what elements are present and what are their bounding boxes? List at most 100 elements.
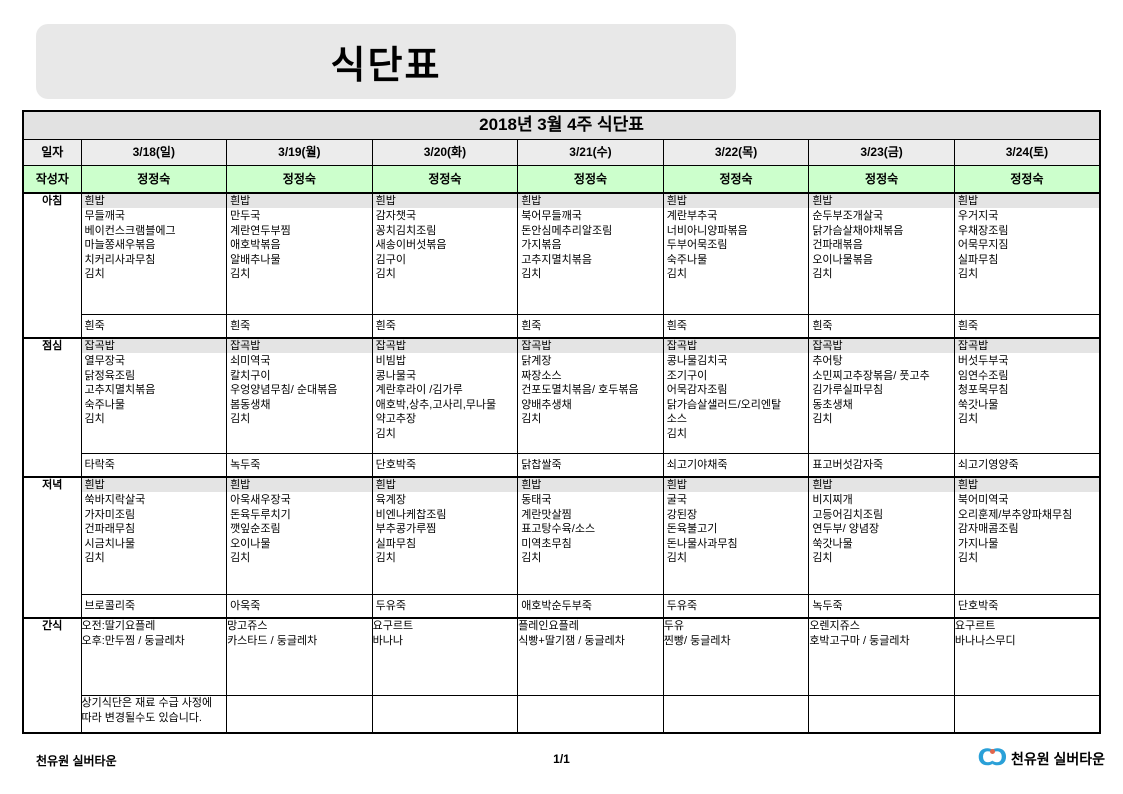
porridge-cell: 흰죽 <box>80 314 228 339</box>
menu-items: 동태국 계란맛살찜 표고탕수육/소스 미역초무침 김치 <box>521 494 596 564</box>
rice-line: 흰밥 <box>227 478 372 492</box>
menu-items: 콩나물김치국 조기구이 어묵감자조림 닭가슴살샐러드/오리엔탈 소스 김치 <box>666 355 782 440</box>
lunch-row: 점심 잡곡밥 열무장국 닭정육조림 고추지멸치볶음 숙주나물 김치 잡곡밥 쇠미역국… <box>22 337 1101 478</box>
porridge-cell: 표고버섯감자죽 <box>808 453 955 478</box>
porridge-cell: 녹두죽 <box>226 453 373 478</box>
rice-line: 흰밥 <box>518 194 663 208</box>
meal-label-lunch: 점심 <box>22 337 82 478</box>
date-row: 일자 3/18(일) 3/19(월) 3/20(화) 3/21(수) 3/22(… <box>22 139 1101 166</box>
snack-cell: 오렌지쥬스 호박고구마 / 둥글레차 <box>808 617 955 696</box>
menu-cell: 흰밥 육계장 비엔나케찹조림 부추콩가루찜 실파무침 김치 <box>371 476 519 595</box>
rice-line: 흰밥 <box>664 194 808 208</box>
menu-items: 우거지국 우채장조림 어묵무지짐 실파무침 김치 <box>957 210 1009 280</box>
snack-row: 간식 오전:딸기요플레 오후:만두찜 / 둥글레차 망고쥬스 카스타드 / 둥글… <box>22 617 1101 734</box>
porridge-cell: 흰죽 <box>662 314 810 339</box>
snack-cell: 요구르트 바나나스무디 <box>953 617 1101 696</box>
empty-cell <box>517 695 664 734</box>
meal-plan-table: 2018년 3월 4주 식단표 일자 3/18(일) 3/19(월) 3/20(… <box>22 110 1101 734</box>
menu-cell: 흰밥 비지찌개 고등어김치조림 연두부/ 양념장 쑥갓나물 김치 <box>808 476 955 595</box>
menu-cell: 잡곡밥 열무장국 닭정육조림 고추지멸치볶음 숙주나물 김치 <box>80 337 228 454</box>
empty-cell <box>662 695 810 734</box>
page-number: 1/1 <box>553 752 570 766</box>
author-cell: 정정숙 <box>517 165 664 194</box>
porridge-cell: 단호박죽 <box>953 594 1101 619</box>
menu-items: 아욱새우장국 돈육두루치기 깻잎순조림 오이나물 김치 <box>230 494 291 564</box>
logo-dot-icon <box>990 749 996 754</box>
menu-items: 북어미역국 오리훈제/부추양파채무침 감자매콤조림 가지나물 김치 <box>957 494 1073 564</box>
rice-line: 잡곡밥 <box>955 339 1099 353</box>
snack-cell: 오전:딸기요플레 오후:만두찜 / 둥글레차 <box>80 617 228 696</box>
porridge-cell: 타락죽 <box>80 453 228 478</box>
menu-items: 굴국 강된장 돈육불고기 돈나물사과무침 김치 <box>666 494 738 564</box>
rice-line: 흰밥 <box>518 478 663 492</box>
menu-items: 비지찌개 고등어김치조림 연두부/ 양념장 쑥갓나물 김치 <box>812 494 884 564</box>
snack-cell: 요구르트 바나나 <box>371 617 519 696</box>
meal-label-dinner: 저녁 <box>22 476 82 619</box>
menu-items: 계란부추국 너비아니양파볶음 두부어묵조림 숙주나물 김치 <box>666 210 748 280</box>
porridge-cell: 흰죽 <box>953 314 1101 339</box>
menu-cell: 흰밥 만두국 계란연두부찜 애호박볶음 알배추나물 김치 <box>226 192 373 315</box>
snack-cell: 플레인요플레 식빵+딸기잼 / 둥글레차 <box>517 617 664 696</box>
menu-items: 북어무들깨국 돈안심메추리알조림 가지볶음 고추지멸치볶음 김치 <box>521 210 613 280</box>
rice-line: 흰밥 <box>955 194 1099 208</box>
author-cell: 정정숙 <box>371 165 519 194</box>
porridge-cell: 브로콜리죽 <box>80 594 228 619</box>
porridge-cell: 두유죽 <box>371 594 519 619</box>
porridge-cell: 아욱죽 <box>226 594 373 619</box>
author-cell: 정정숙 <box>808 165 955 194</box>
menu-items: 열무장국 닭정육조림 고추지멸치볶음 숙주나물 김치 <box>84 355 156 425</box>
date-cell: 3/20(화) <box>371 139 519 166</box>
author-row: 작성자 정정숙 정정숙 정정숙 정정숙 정정숙 정정숙 정정숙 <box>22 165 1101 194</box>
date-cell: 3/24(토) <box>953 139 1101 166</box>
menu-items: 쑥바지락살국 가자미조림 건파래무침 시금치나물 김치 <box>84 494 146 564</box>
menu-items: 닭계장 짜장소스 건포도멸치볶음/ 호두볶음 양배추생채 김치 <box>521 355 639 425</box>
menu-items: 버섯두부국 임연수조림 청포묵무침 쑥갓나물 김치 <box>957 355 1009 425</box>
menu-items: 추어탕 소민찌고추장볶음/ 풋고추 김가루실파무침 동초생채 김치 <box>812 355 930 425</box>
date-label: 일자 <box>22 139 82 166</box>
footnote-row: 상기식단은 재료 수급 사정에 따라 변경될수도 있습니다. <box>23 695 1101 734</box>
page-title-text: 식단표 <box>330 45 442 87</box>
menu-items: 만두국 계란연두부찜 애호박볶음 알배추나물 김치 <box>230 210 291 280</box>
porridge-cell: 쇠고기영양죽 <box>953 453 1101 478</box>
meal-label-snack: 간식 <box>22 617 82 734</box>
logo-text: 천유원 실버타운 <box>1010 751 1105 767</box>
date-cell: 3/19(월) <box>226 139 373 166</box>
menu-cell: 흰밥 무들깨국 베이컨스크램블에그 마늘쫑새우볶음 치커리사과무침 김치 <box>80 192 228 315</box>
menu-cell: 흰밥 굴국 강된장 돈육불고기 돈나물사과무침 김치 <box>662 476 810 595</box>
rice-line: 잡곡밥 <box>664 339 808 353</box>
menu-cell: 잡곡밥 쇠미역국 칼치구이 우엉양념무침/ 순대볶음 봄동생채 김치 <box>226 337 373 454</box>
table-title: 2018년 3월 4주 식단표 <box>22 110 1101 140</box>
breakfast-porridge-row: 흰죽 흰죽 흰죽 흰죽 흰죽 흰죽 흰죽 <box>23 314 1101 339</box>
porridge-cell: 흰죽 <box>371 314 519 339</box>
footnote: 상기식단은 재료 수급 사정에 따라 변경될수도 있습니다. <box>80 695 228 734</box>
rice-line: 잡곡밥 <box>373 339 517 353</box>
porridge-cell: 닭찹쌀죽 <box>517 453 664 478</box>
author-cell: 정정숙 <box>662 165 810 194</box>
footer-org-name: 천유원 실버타운 <box>36 754 117 768</box>
menu-items: 감자챗국 꽁치김치조림 새송이버섯볶음 김구이 김치 <box>375 210 447 280</box>
menu-items: 쇠미역국 칼치구이 우엉양념무침/ 순대볶음 봄동생채 김치 <box>230 355 338 425</box>
author-cell: 정정숙 <box>226 165 373 194</box>
rice-line: 잡곡밥 <box>518 339 663 353</box>
breakfast-row: 아침 흰밥 무들깨국 베이컨스크램블에그 마늘쫑새우볶음 치커리사과무침 김치 흰… <box>22 192 1101 339</box>
snack-cell: 망고쥬스 카스타드 / 둥글레차 <box>226 617 373 696</box>
menu-items: 무들깨국 베이컨스크램블에그 마늘쫑새우볶음 치커리사과무침 김치 <box>84 210 176 280</box>
empty-cell <box>226 695 373 734</box>
menu-items: 순두부조개살국 닭가슴살채야채볶음 건파래볶음 오이나물볶음 김치 <box>812 210 904 280</box>
menu-cell: 잡곡밥 비빔밥 콩나물국 계란후라이 /김가루 애호박,상추,고사리,무나물 약고… <box>371 337 519 454</box>
rice-line: 잡곡밥 <box>809 339 954 353</box>
snack-cell: 두유 찐빵/ 둥글레차 <box>662 617 810 696</box>
porridge-cell: 녹두죽 <box>808 594 955 619</box>
date-cell: 3/18(일) <box>80 139 228 166</box>
porridge-cell: 두유죽 <box>662 594 810 619</box>
rice-line: 흰밥 <box>955 478 1099 492</box>
porridge-cell: 흰죽 <box>517 314 664 339</box>
rice-line: 흰밥 <box>373 194 517 208</box>
